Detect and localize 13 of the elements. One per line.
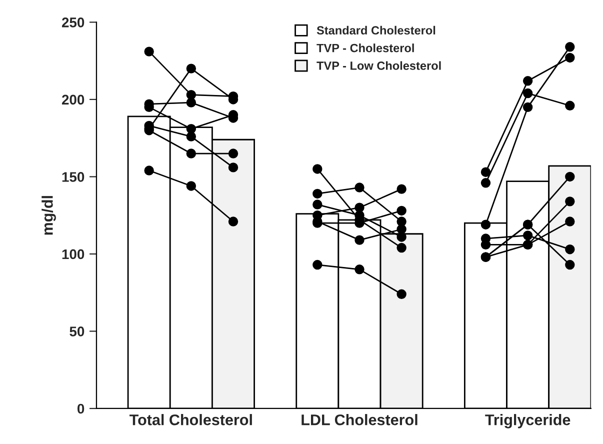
y-tick-label: 50: [70, 326, 84, 336]
legend-label: Standard Cholesterol: [316, 26, 436, 35]
y-tick-label: 200: [62, 94, 84, 105]
y-tick-label: 100: [62, 249, 84, 260]
y-tick-label: 150: [62, 172, 84, 182]
legend-label: TVP - Low Cholesterol: [316, 61, 441, 70]
x-tick-label: Total Cholesterol: [130, 414, 252, 426]
y-tick-label: 250: [62, 18, 84, 28]
legend-label: TVP - Cholesterol: [316, 44, 414, 52]
y-tick-label: 0: [78, 404, 84, 414]
x-tick-label: LDL Cholesterol: [302, 414, 418, 426]
x-tick-label: Triglyceride: [485, 414, 570, 428]
y-axis-title: mg/dl: [42, 196, 56, 235]
